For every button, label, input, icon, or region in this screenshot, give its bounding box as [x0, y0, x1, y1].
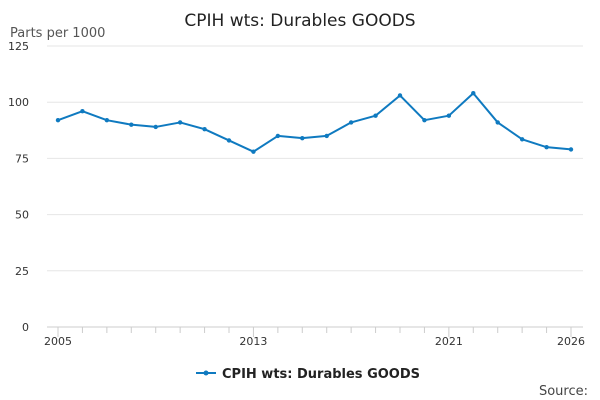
- data-point[interactable]: [446, 113, 452, 118]
- chart-title: CPIH wts: Durables GOODS: [184, 11, 415, 31]
- legend[interactable]: CPIH wts: Durables GOODS: [196, 367, 420, 382]
- data-point[interactable]: [348, 120, 354, 125]
- y-tick-label: 125: [8, 40, 29, 53]
- source-label: Source:: [539, 384, 588, 399]
- y-tick-label: 0: [22, 321, 29, 334]
- gridlines: [47, 45, 583, 272]
- data-point[interactable]: [544, 144, 549, 150]
- data-point[interactable]: [104, 117, 110, 123]
- data-point[interactable]: [80, 108, 85, 114]
- data-point[interactable]: [153, 124, 158, 130]
- y-tick-label: 75: [15, 152, 29, 165]
- data-point[interactable]: [471, 91, 476, 96]
- legend-marker: [203, 370, 209, 376]
- data-point[interactable]: [495, 120, 500, 125]
- data-point[interactable]: [422, 117, 427, 123]
- x-tick-label: 2013: [239, 335, 267, 348]
- data-point[interactable]: [373, 113, 378, 118]
- x-axis-ticks: 2005 2013 2021 2026: [44, 327, 585, 348]
- series-layer: [55, 91, 574, 154]
- x-tick-label: 2026: [557, 335, 585, 348]
- y-tick-label: 50: [15, 209, 29, 222]
- series-line-0: [57, 92, 572, 153]
- data-point[interactable]: [397, 93, 403, 98]
- data-point[interactable]: [129, 122, 134, 127]
- y-tick-label: 25: [15, 265, 29, 278]
- y-tick-label: 100: [8, 96, 29, 109]
- data-point[interactable]: [324, 133, 329, 139]
- legend-label: CPIH wts: Durables GOODS: [222, 367, 420, 382]
- data-point[interactable]: [55, 117, 61, 123]
- data-point[interactable]: [568, 147, 574, 152]
- data-point[interactable]: [251, 149, 256, 154]
- data-point[interactable]: [519, 137, 525, 142]
- data-point[interactable]: [226, 138, 232, 143]
- x-tick-label: 2005: [44, 335, 72, 348]
- y-axis-ticks: 0 25 50 75 100 125: [8, 40, 29, 334]
- data-point[interactable]: [202, 126, 207, 132]
- x-tick-label: 2021: [435, 335, 463, 348]
- data-point[interactable]: [177, 120, 183, 125]
- data-point[interactable]: [275, 133, 281, 139]
- data-point[interactable]: [300, 135, 305, 141]
- y-axis-label: Parts per 1000: [10, 26, 105, 41]
